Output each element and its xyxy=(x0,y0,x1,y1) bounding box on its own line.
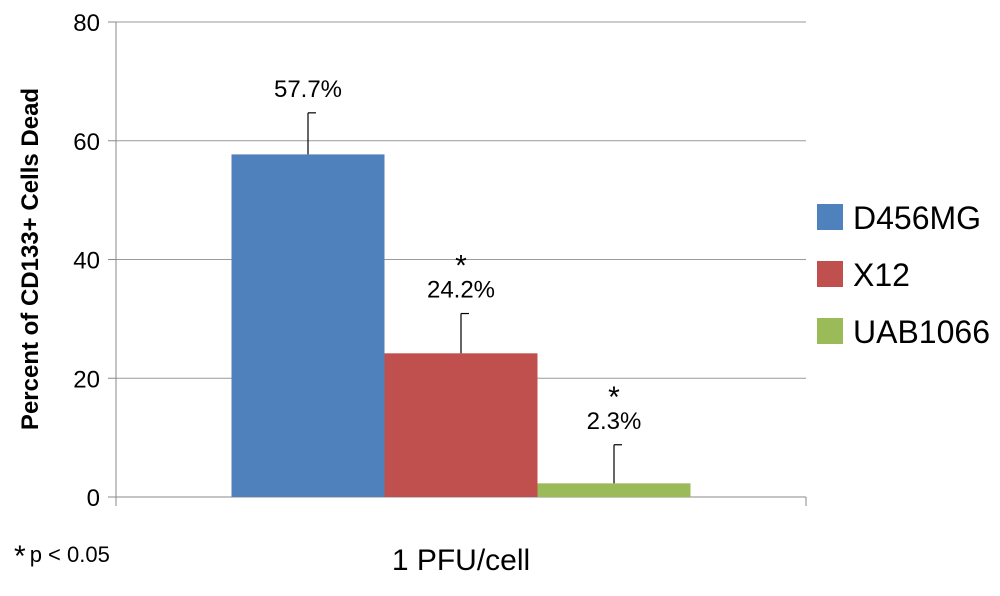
bar-uab1066 xyxy=(537,483,691,497)
legend-swatch xyxy=(817,318,843,344)
footnote-text: p < 0.05 xyxy=(29,542,110,567)
significance-marker: * xyxy=(608,381,620,414)
axes: 0 20 40 60 80 xyxy=(73,10,807,512)
data-labels: 57.7%24.2%*2.3%* xyxy=(274,76,641,435)
bar-x12 xyxy=(384,353,538,497)
footnote-symbol: * xyxy=(14,540,26,573)
y-tick-label: 80 xyxy=(73,10,100,37)
bars xyxy=(231,112,691,497)
y-axis-label: Percent of CD133+ Cells Dead xyxy=(17,88,44,430)
data-label: 57.7% xyxy=(274,76,342,103)
legend: D456MG X12 UAB1066 xyxy=(817,200,990,350)
x-axis-label: 1 PFU/cell xyxy=(392,544,530,577)
y-tick-label: 40 xyxy=(73,248,100,275)
y-tick-label: 60 xyxy=(73,129,100,156)
legend-swatch xyxy=(817,261,843,287)
legend-entry: X12 xyxy=(853,257,910,293)
data-label: 2.3% xyxy=(587,408,642,435)
y-tick-label: 20 xyxy=(73,366,100,393)
legend-entry: UAB1066 xyxy=(853,314,990,350)
y-tick-label: 0 xyxy=(87,485,100,512)
legend-swatch xyxy=(817,204,843,230)
significance-footnote: * p < 0.05 xyxy=(14,540,110,574)
data-label: 24.2% xyxy=(427,277,495,304)
significance-marker: * xyxy=(455,250,467,283)
legend-entry: D456MG xyxy=(853,200,981,236)
bar-d456mg xyxy=(231,154,385,497)
